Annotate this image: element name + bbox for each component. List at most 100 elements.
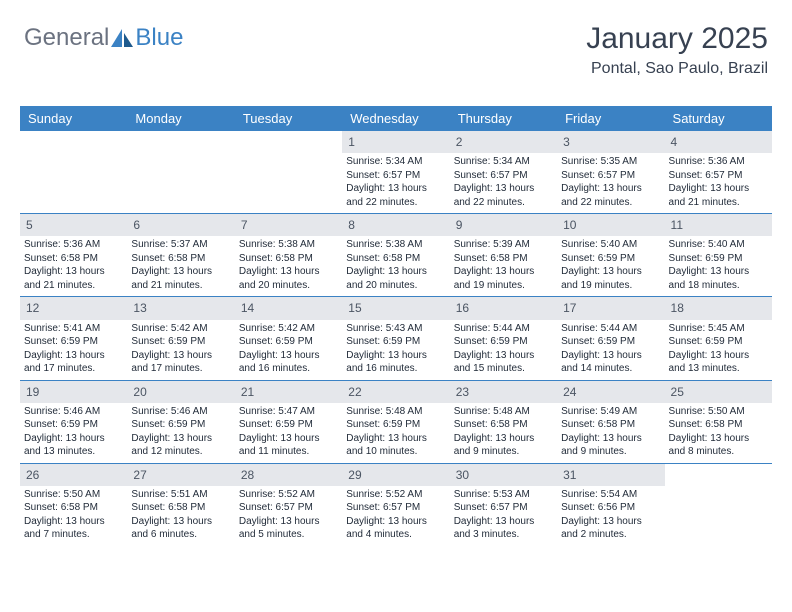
weekday-header: Monday [127,106,234,131]
day-number: 11 [665,214,772,236]
daylight-text: and 14 minutes. [561,362,660,376]
day-number: 23 [450,381,557,403]
daylight-text: and 22 minutes. [346,196,445,210]
daylight-text: Daylight: 13 hours [239,432,338,446]
day-info: Sunrise: 5:49 AMSunset: 6:58 PMDaylight:… [557,405,664,463]
daylight-text: and 19 minutes. [561,279,660,293]
sunrise-text: Sunrise: 5:44 AM [561,322,660,336]
day-number: 25 [665,381,772,403]
sunset-text: Sunset: 6:57 PM [346,501,445,515]
daylight-text: Daylight: 13 hours [346,349,445,363]
daylight-text: Daylight: 13 hours [346,182,445,196]
calendar-cell: 11Sunrise: 5:40 AMSunset: 6:59 PMDayligh… [665,214,772,296]
daylight-text: Daylight: 13 hours [454,432,553,446]
day-number: 19 [20,381,127,403]
sunset-text: Sunset: 6:59 PM [24,335,123,349]
calendar-cell: 15Sunrise: 5:43 AMSunset: 6:59 PMDayligh… [342,297,449,379]
sunset-text: Sunset: 6:56 PM [561,501,660,515]
calendar-cell: 24Sunrise: 5:49 AMSunset: 6:58 PMDayligh… [557,381,664,463]
calendar-cell-empty [20,131,127,213]
daylight-text: Daylight: 13 hours [24,349,123,363]
sunrise-text: Sunrise: 5:43 AM [346,322,445,336]
day-info: Sunrise: 5:40 AMSunset: 6:59 PMDaylight:… [665,238,772,296]
day-number: 3 [557,131,664,153]
daylight-text: and 17 minutes. [24,362,123,376]
sunset-text: Sunset: 6:59 PM [561,252,660,266]
sunrise-text: Sunrise: 5:49 AM [561,405,660,419]
daylight-text: Daylight: 13 hours [131,515,230,529]
day-number: 28 [235,464,342,486]
sunset-text: Sunset: 6:59 PM [239,418,338,432]
daylight-text: Daylight: 13 hours [454,265,553,279]
day-info: Sunrise: 5:47 AMSunset: 6:59 PMDaylight:… [235,405,342,463]
sunrise-text: Sunrise: 5:50 AM [24,488,123,502]
weekday-header: Friday [557,106,664,131]
calendar-cell: 23Sunrise: 5:48 AMSunset: 6:58 PMDayligh… [450,381,557,463]
sunset-text: Sunset: 6:59 PM [669,335,768,349]
sunrise-text: Sunrise: 5:35 AM [561,155,660,169]
day-number: 12 [20,297,127,319]
daylight-text: and 9 minutes. [561,445,660,459]
calendar-cell: 14Sunrise: 5:42 AMSunset: 6:59 PMDayligh… [235,297,342,379]
daylight-text: and 22 minutes. [454,196,553,210]
daylight-text: Daylight: 13 hours [561,265,660,279]
sunset-text: Sunset: 6:57 PM [669,169,768,183]
day-info: Sunrise: 5:36 AMSunset: 6:58 PMDaylight:… [20,238,127,296]
day-number: 9 [450,214,557,236]
sunrise-text: Sunrise: 5:53 AM [454,488,553,502]
daylight-text: Daylight: 13 hours [346,265,445,279]
sunset-text: Sunset: 6:59 PM [346,335,445,349]
calendar-week-row: 5Sunrise: 5:36 AMSunset: 6:58 PMDaylight… [20,213,772,296]
daylight-text: and 15 minutes. [454,362,553,376]
day-info: Sunrise: 5:38 AMSunset: 6:58 PMDaylight:… [235,238,342,296]
sunrise-text: Sunrise: 5:40 AM [669,238,768,252]
daylight-text: and 10 minutes. [346,445,445,459]
day-info: Sunrise: 5:50 AMSunset: 6:58 PMDaylight:… [665,405,772,463]
day-info: Sunrise: 5:43 AMSunset: 6:59 PMDaylight:… [342,322,449,380]
sunrise-text: Sunrise: 5:46 AM [24,405,123,419]
daylight-text: Daylight: 13 hours [24,515,123,529]
day-info: Sunrise: 5:46 AMSunset: 6:59 PMDaylight:… [127,405,234,463]
calendar-cell: 31Sunrise: 5:54 AMSunset: 6:56 PMDayligh… [557,464,664,546]
calendar-cell: 18Sunrise: 5:45 AMSunset: 6:59 PMDayligh… [665,297,772,379]
sunrise-text: Sunrise: 5:38 AM [346,238,445,252]
sunset-text: Sunset: 6:57 PM [239,501,338,515]
sunset-text: Sunset: 6:58 PM [561,418,660,432]
weekday-header: Thursday [450,106,557,131]
calendar-cell: 19 Sunrise: 5:46 AMSunset: 6:59 PMDayligh… [20,381,127,463]
calendar-cell: 16Sunrise: 5:44 AMSunset: 6:59 PMDayligh… [450,297,557,379]
daylight-text: and 17 minutes. [131,362,230,376]
sunset-text: Sunset: 6:59 PM [346,418,445,432]
sunset-text: Sunset: 6:58 PM [346,252,445,266]
daylight-text: and 6 minutes. [131,528,230,542]
sunrise-text: Sunrise: 5:48 AM [454,405,553,419]
sunrise-text: Sunrise: 5:37 AM [131,238,230,252]
day-info: Sunrise: 5:44 AMSunset: 6:59 PMDaylight:… [450,322,557,380]
calendar-cell: 3Sunrise: 5:35 AMSunset: 6:57 PMDaylight… [557,131,664,213]
weekday-header: Sunday [20,106,127,131]
day-number: 10 [557,214,664,236]
sunset-text: Sunset: 6:59 PM [669,252,768,266]
daylight-text: Daylight: 13 hours [669,182,768,196]
daylight-text: and 2 minutes. [561,528,660,542]
daylight-text: Daylight: 13 hours [24,432,123,446]
calendar-week-row: 1Sunrise: 5:34 AMSunset: 6:57 PMDaylight… [20,131,772,213]
calendar-cell: 9Sunrise: 5:39 AMSunset: 6:58 PMDaylight… [450,214,557,296]
calendar-cell: 4Sunrise: 5:36 AMSunset: 6:57 PMDaylight… [665,131,772,213]
day-info: Sunrise: 5:37 AMSunset: 6:58 PMDaylight:… [127,238,234,296]
sunrise-text: Sunrise: 5:44 AM [454,322,553,336]
calendar-cell: 20Sunrise: 5:46 AMSunset: 6:59 PMDayligh… [127,381,234,463]
sunrise-text: Sunrise: 5:42 AM [131,322,230,336]
daylight-text: Daylight: 13 hours [131,265,230,279]
sunset-text: Sunset: 6:59 PM [24,418,123,432]
sunset-text: Sunset: 6:59 PM [131,335,230,349]
calendar-cell: 17Sunrise: 5:44 AMSunset: 6:59 PMDayligh… [557,297,664,379]
sunset-text: Sunset: 6:58 PM [131,252,230,266]
daylight-text: Daylight: 13 hours [669,265,768,279]
sunset-text: Sunset: 6:57 PM [454,169,553,183]
sunset-text: Sunset: 6:59 PM [239,335,338,349]
daylight-text: and 16 minutes. [239,362,338,376]
daylight-text: Daylight: 13 hours [561,432,660,446]
day-number: 6 [127,214,234,236]
day-number: 17 [557,297,664,319]
